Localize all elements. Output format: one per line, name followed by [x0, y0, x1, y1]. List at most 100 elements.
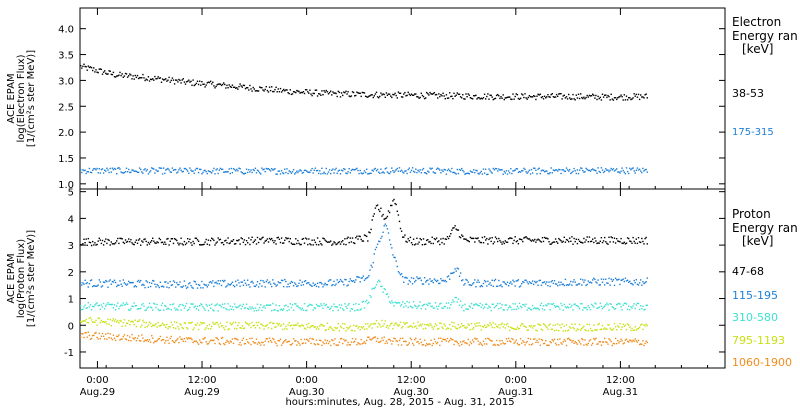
- data-point: [266, 168, 269, 170]
- data-point: [255, 284, 258, 286]
- data-point: [124, 338, 127, 340]
- data-point: [566, 338, 569, 340]
- data-point: [359, 309, 361, 311]
- data-point: [286, 341, 288, 343]
- data-point: [441, 340, 443, 343]
- data-point: [250, 239, 252, 241]
- data-point: [442, 338, 444, 340]
- data-point: [444, 169, 446, 171]
- data-point: [237, 279, 239, 281]
- data-point: [193, 172, 195, 174]
- data-point: [539, 172, 541, 175]
- data-point: [571, 236, 573, 238]
- data-point: [417, 340, 419, 343]
- data-point: [221, 241, 224, 244]
- data-point: [594, 169, 596, 171]
- data-point: [465, 173, 467, 175]
- data-point: [136, 320, 139, 323]
- data-point: [577, 283, 580, 285]
- data-point: [557, 242, 559, 244]
- data-point: [434, 323, 437, 325]
- data-point: [618, 240, 620, 243]
- data-point: [418, 97, 420, 99]
- data-point: [146, 244, 148, 246]
- data-point: [239, 83, 241, 85]
- data-point: [183, 322, 186, 324]
- data-point: [323, 325, 325, 327]
- data-point: [158, 77, 160, 79]
- data-point: [318, 244, 320, 246]
- data-point: [406, 344, 408, 346]
- data-point: [537, 93, 539, 95]
- data-point: [366, 328, 368, 330]
- data-point: [519, 338, 522, 340]
- data-point: [379, 240, 381, 243]
- data-point: [445, 238, 448, 240]
- data-point: [205, 84, 207, 86]
- data-point: [366, 96, 368, 98]
- data-point: [483, 324, 486, 326]
- data-point: [252, 325, 254, 327]
- data-point: [176, 321, 178, 324]
- data-point: [531, 172, 534, 174]
- data-point: [275, 326, 277, 328]
- data-point: [624, 243, 627, 245]
- data-point: [286, 89, 288, 91]
- data-point: [136, 280, 139, 283]
- data-point: [112, 71, 115, 74]
- data-point: [219, 343, 222, 346]
- data-point: [311, 285, 313, 287]
- data-point: [483, 306, 486, 308]
- data-point: [564, 340, 567, 342]
- data-point: [540, 284, 543, 286]
- data-point: [217, 310, 219, 312]
- data-point: [242, 84, 245, 86]
- data-point: [110, 241, 112, 243]
- data-point: [505, 97, 508, 99]
- data-point: [343, 243, 345, 245]
- data-point: [90, 319, 93, 321]
- data-point: [171, 167, 174, 169]
- data-point: [220, 284, 223, 287]
- data-point: [561, 98, 563, 100]
- data-point: [453, 92, 455, 94]
- data-point: [582, 279, 584, 281]
- data-point: [177, 81, 179, 83]
- data-point: [452, 299, 454, 301]
- data-point: [125, 73, 128, 75]
- data-point: [541, 308, 544, 310]
- data-point: [597, 343, 599, 345]
- data-point: [565, 167, 568, 169]
- data-point: [611, 169, 613, 171]
- data-point: [384, 168, 386, 170]
- data-point: [539, 324, 541, 326]
- data-point: [207, 81, 210, 83]
- data-point: [110, 325, 112, 327]
- data-point: [415, 93, 417, 95]
- data-point: [273, 338, 275, 341]
- data-point: [622, 242, 624, 245]
- data-point: [564, 241, 567, 243]
- data-point: [536, 280, 538, 283]
- data-point: [367, 240, 369, 242]
- data-point: [354, 242, 356, 245]
- data-point: [600, 237, 603, 239]
- data-point: [261, 87, 263, 89]
- data-point: [560, 93, 562, 95]
- data-point: [475, 303, 477, 305]
- data-point: [304, 89, 307, 91]
- data-point: [233, 243, 236, 245]
- data-point: [209, 239, 212, 242]
- data-point: [328, 169, 331, 171]
- data-point: [351, 91, 354, 93]
- data-point: [383, 225, 385, 227]
- xtick-day-label: Aug.31: [498, 387, 533, 398]
- data-point: [643, 282, 645, 285]
- data-point: [245, 240, 248, 242]
- xtick-time-label: 12:00: [606, 375, 635, 386]
- data-point: [104, 70, 106, 72]
- data-point: [111, 303, 114, 306]
- data-point: [497, 170, 499, 172]
- data-point: [92, 334, 94, 337]
- data-point: [107, 301, 109, 304]
